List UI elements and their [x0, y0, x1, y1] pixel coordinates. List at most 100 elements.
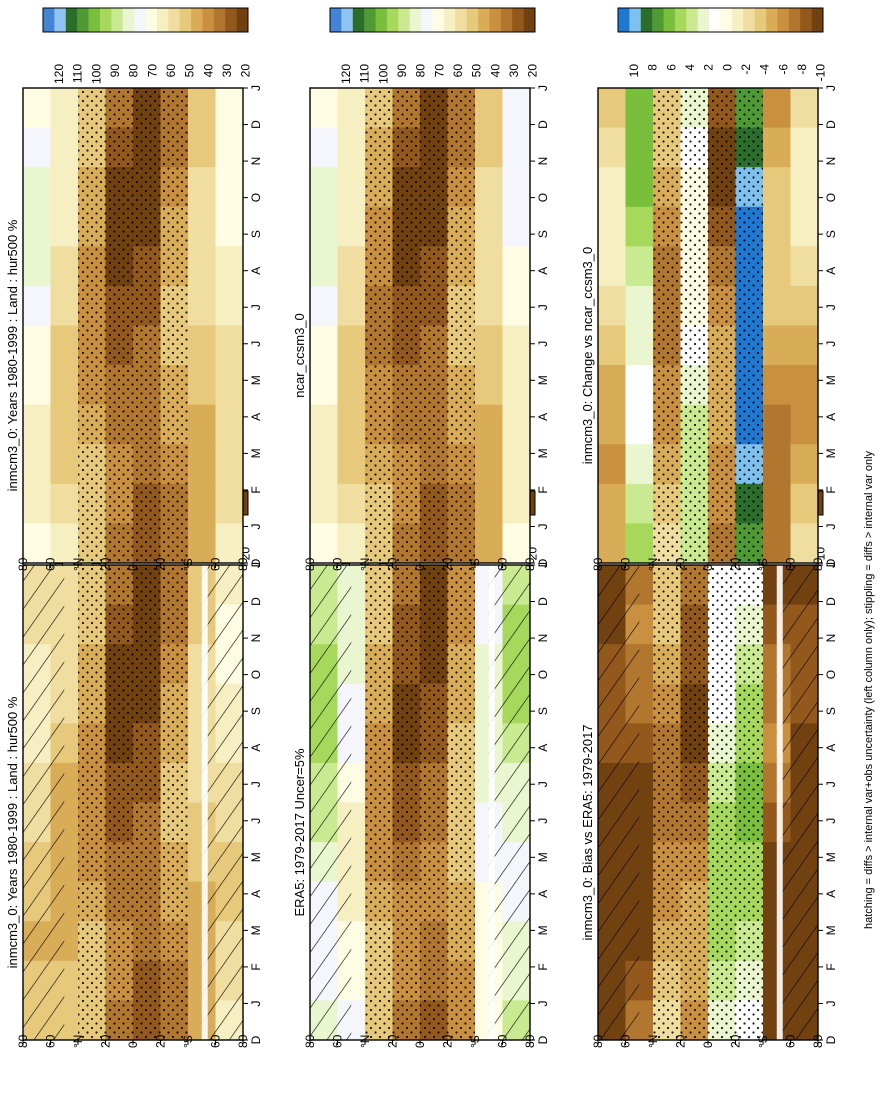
- month-tick-label: S: [824, 230, 838, 238]
- lat-tick-label: 20: [386, 557, 400, 571]
- month-tick-label: N: [536, 634, 550, 643]
- lat-tick-label: 60: [331, 1034, 345, 1048]
- heatmap-cell: [625, 365, 653, 406]
- lat-tick-label: °S: [756, 1035, 770, 1048]
- heatmap-cell: [763, 88, 791, 129]
- month-tick-label: S: [249, 230, 263, 238]
- heatmap-cell: [475, 483, 503, 524]
- heatmap-cell: [598, 404, 626, 445]
- heatmap-cell: [625, 325, 653, 366]
- heatmap-cell: [188, 206, 216, 247]
- colorbar-swatch: [156, 8, 169, 32]
- colorbar-swatch: [122, 8, 135, 32]
- month-tick-label: N: [249, 634, 263, 643]
- month-tick-label: M: [536, 852, 550, 862]
- colorbar-tick-label: 0: [720, 64, 734, 71]
- heatmap-cell: [502, 365, 530, 406]
- month-tick-label: D: [249, 597, 263, 606]
- heatmap-cell: [475, 167, 503, 208]
- panel-f: inmcm3_0: Change vs ncar_ccsm3_080 60 °N 20…: [580, 7, 838, 571]
- lat-tick-label: 60: [784, 1034, 798, 1048]
- heatmap-cell: [188, 167, 216, 208]
- heatmap-cell: [790, 127, 818, 168]
- heatmap-cell: [598, 206, 626, 247]
- panel-e: inmcm3_0: Bias vs ERA5: 1979-2017 80 60 °N 2…: [580, 490, 838, 1048]
- month-tick-label: J: [824, 523, 838, 529]
- heatmap-cell: [188, 325, 216, 366]
- panel-c: ERA5: 1979-2017 Uncer=5% 80 60 °N 20 0 20 °S 60 8…: [292, 490, 550, 1048]
- heatmap-cell: [50, 167, 78, 208]
- heatmap-cell: [790, 523, 818, 564]
- lat-tick-label: 20: [729, 557, 743, 571]
- heatmap-cell: [188, 88, 216, 129]
- colorbar-tick-label: 110: [358, 64, 372, 83]
- month-tick-label: J: [536, 1000, 550, 1006]
- month-tick-label: J: [824, 341, 838, 347]
- heatmap-cell: [310, 483, 338, 524]
- lat-tick-label: 80: [591, 1034, 605, 1048]
- month-tick-label: A: [824, 744, 838, 752]
- month-tick-label: S: [824, 707, 838, 715]
- heatmap-cell: [23, 325, 51, 366]
- month-tick-label: A: [824, 267, 838, 275]
- missing-band: [201, 565, 208, 1040]
- month-tick-label: J: [249, 85, 263, 91]
- colorbar-tick-label: 20: [526, 64, 540, 78]
- lat-tick-label: 20: [99, 557, 113, 571]
- month-tick-label: O: [824, 193, 838, 202]
- colorbar-swatch: [191, 8, 203, 32]
- heatmap-cell: [763, 285, 791, 326]
- heatmap-cell: [763, 206, 791, 247]
- colorbar-swatch: [697, 8, 710, 32]
- colorbar-swatch: [709, 8, 721, 32]
- colorbar-swatch: [443, 8, 456, 32]
- month-tick-label: M: [249, 852, 263, 862]
- colorbar-swatch: [766, 8, 778, 32]
- heatmap-cell: [790, 483, 818, 524]
- colorbar-swatch: [618, 8, 630, 32]
- heatmap-cell: [188, 523, 216, 564]
- colorbar-tick-label: 4: [683, 64, 697, 71]
- colorbar-swatch: [54, 8, 67, 32]
- colorbar-swatch: [777, 8, 790, 32]
- month-tick-label: O: [824, 670, 838, 679]
- heatmap-cell: [790, 285, 818, 326]
- heatmap-cell: [763, 404, 791, 445]
- colorbar-swatch: [364, 8, 376, 32]
- month-tick-label: J: [824, 304, 838, 310]
- colorbar-swatch: [236, 8, 249, 32]
- month-tick-label: A: [249, 267, 263, 275]
- lat-tick-label: 80: [811, 557, 825, 571]
- month-tick-label: D: [824, 120, 838, 129]
- colorbar-swatch: [421, 8, 433, 32]
- colorbar-swatch: [168, 8, 180, 32]
- colorbar-tick-label: 8: [646, 64, 660, 71]
- month-tick-label: M: [824, 375, 838, 385]
- colorbar-swatch: [213, 8, 226, 32]
- heatmap-cell: [790, 88, 818, 129]
- heatmap-cell: [23, 246, 51, 287]
- lat-tick-label: 60: [44, 557, 58, 571]
- heatmap-cell: [215, 246, 243, 287]
- stippling: [653, 88, 763, 563]
- heatmap-cell: [502, 246, 530, 287]
- heatmap-cell: [475, 127, 503, 168]
- heatmap-cell: [790, 444, 818, 485]
- colorbar-tick-label: 120: [339, 64, 353, 84]
- heatmap-cell: [310, 285, 338, 326]
- colorbar-swatch: [202, 8, 215, 32]
- lat-tick-label: 80: [236, 557, 250, 571]
- colorbar-tick-label: 120: [52, 64, 66, 84]
- lat-tick-label: 80: [591, 557, 605, 571]
- heatmap-cell: [50, 246, 78, 287]
- colorbar-swatch: [466, 8, 479, 32]
- month-tick-label: O: [249, 193, 263, 202]
- heatmap-cell: [337, 127, 365, 168]
- colorbar-swatch: [663, 8, 676, 32]
- month-tick-label: F: [536, 486, 550, 493]
- colorbar-tick-label: -6: [776, 64, 790, 75]
- month-tick-label: J: [536, 304, 550, 310]
- colorbar-swatch: [743, 8, 755, 32]
- month-tick-label: D: [536, 120, 550, 129]
- month-tick-label: J: [536, 562, 550, 568]
